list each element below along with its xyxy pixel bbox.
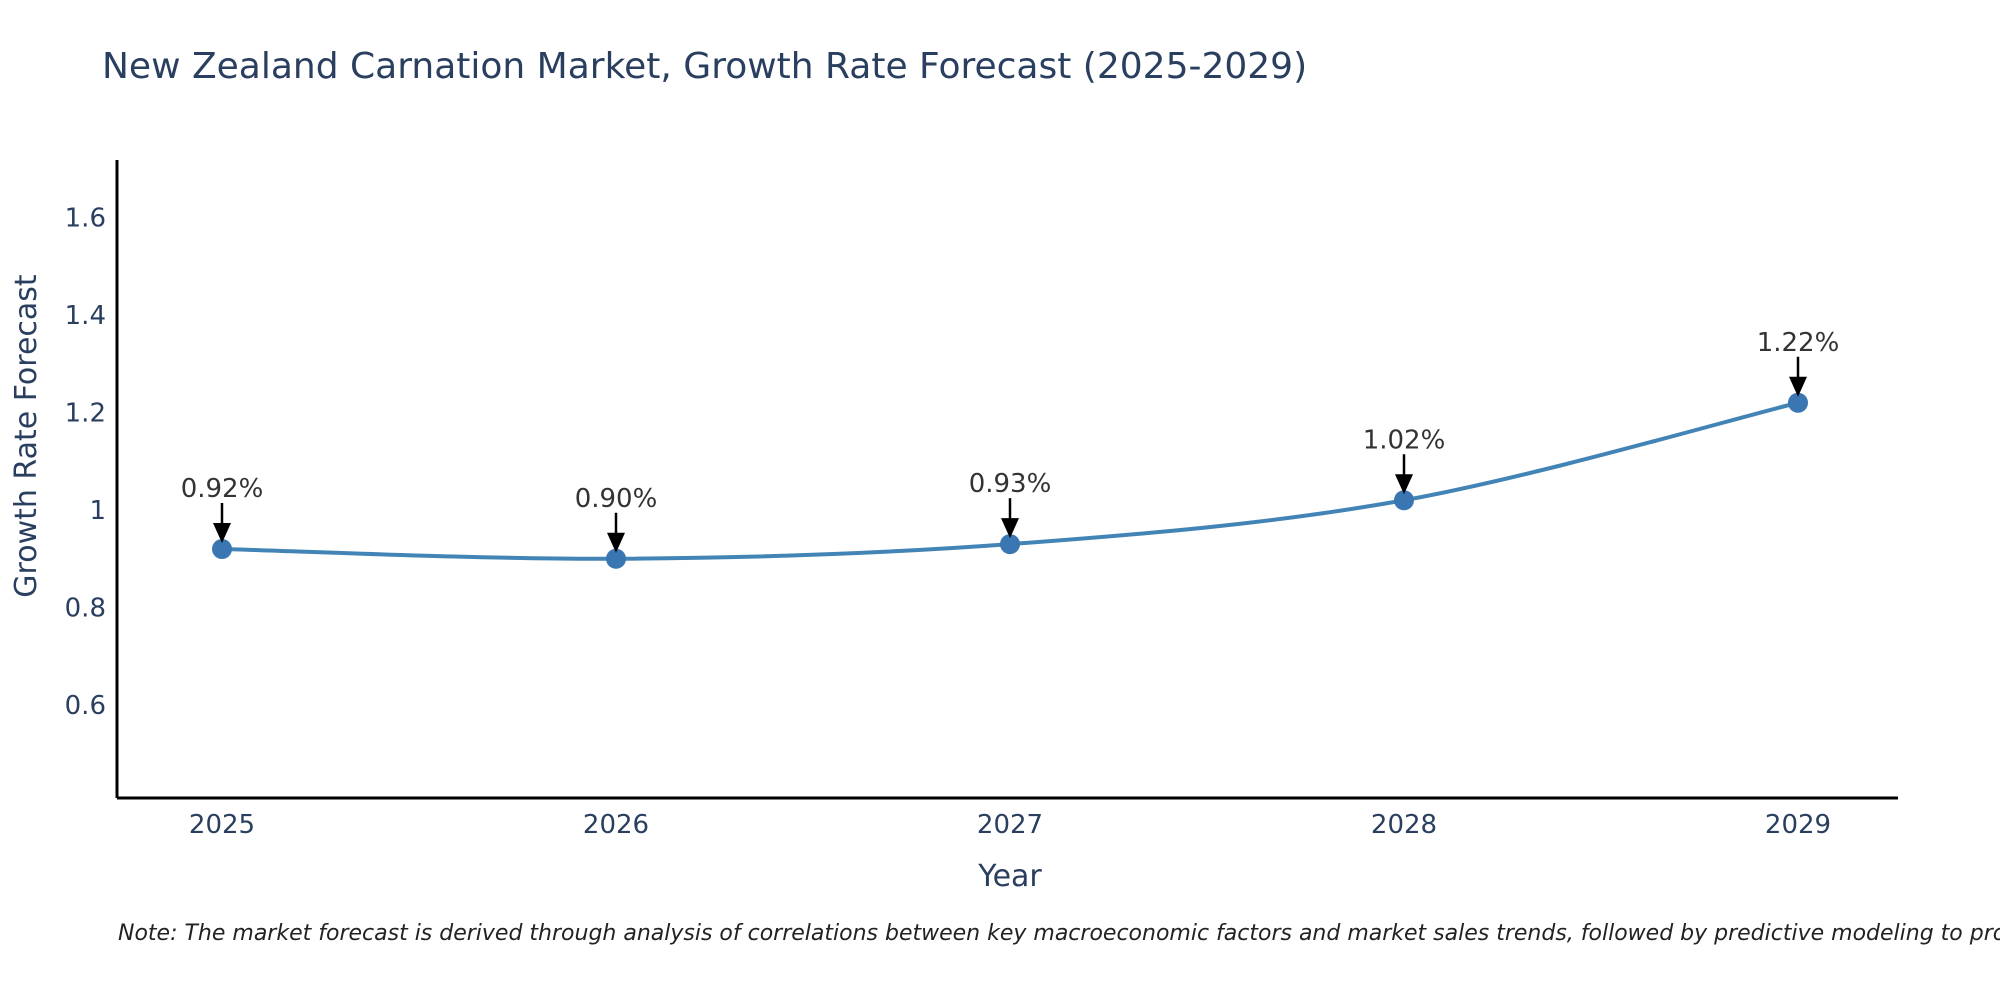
y-tick-label: 1.2 (65, 399, 106, 429)
annotation-label: 1.22% (1757, 328, 1840, 358)
annotation-label: 0.93% (969, 469, 1052, 499)
x-tick-label: 2025 (189, 810, 255, 840)
y-tick-label: 1.6 (65, 204, 106, 234)
y-tick-label: 1.4 (65, 301, 106, 331)
x-tick-label: 2026 (583, 810, 649, 840)
data-point (1000, 534, 1020, 555)
data-point (606, 548, 626, 569)
x-tick-label: 2029 (1765, 810, 1831, 840)
footnote: Note: The market forecast is derived thr… (118, 921, 2000, 946)
annotation-label: 0.90% (575, 484, 658, 514)
annotation-arrowhead (1395, 474, 1413, 495)
data-point (1394, 490, 1414, 511)
data-point (212, 539, 232, 559)
y-tick-label: 0.8 (65, 594, 106, 624)
x-tick-label: 2027 (977, 810, 1043, 840)
annotation-arrowhead (213, 523, 231, 543)
y-tick-label: 0.6 (65, 691, 106, 721)
annotation-arrowhead (607, 532, 625, 553)
annotation-arrowhead (1001, 518, 1019, 539)
annotation-arrowhead (1789, 376, 1807, 397)
x-tick-label: 2028 (1371, 810, 1437, 840)
y-axis-title: Growth Rate Forecast (9, 274, 44, 598)
data-point (1788, 392, 1808, 413)
x-axis-title: Year (977, 859, 1042, 894)
plot-area: 0.6 0.8 1 1.2 1.4 1.6 2025 2026 2027 2028 2029 0.92… (65, 160, 1898, 840)
chart-title: New Zealand Carnation Market, Growth Rat… (102, 46, 1307, 87)
annotation-label: 1.02% (1363, 425, 1446, 455)
annotation-label: 0.92% (181, 474, 264, 504)
y-tick-label: 1 (89, 496, 106, 526)
